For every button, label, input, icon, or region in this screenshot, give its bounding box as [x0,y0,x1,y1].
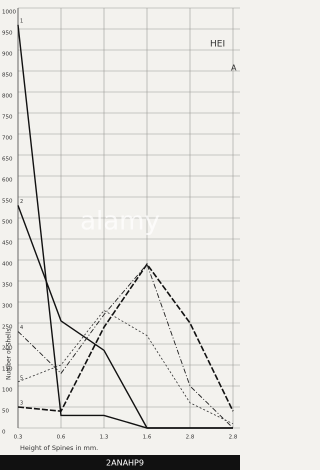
y-tick-label: 600 [2,178,13,184]
page: {"chart_data": {"type": "line", "title":… [0,7,240,470]
x-tick-label: 0.6 [57,435,66,441]
y-tick-label: 50 [2,409,9,415]
y-tick-label: 350 [2,283,13,289]
y-tick-label: 500 [2,220,13,226]
x-tick-label: 1.6 [143,435,152,441]
image-id: 2ANAHP9 [106,459,144,468]
y-tick-label: 950 [2,31,13,37]
y-tick-label: 100 [2,388,13,394]
chart: HEI A Height of Spines in mm. Number of … [0,7,240,470]
y-tick-label: 200 [2,346,13,352]
watermark: alamy [80,207,160,237]
series-label: 3 [20,401,23,407]
y-tick-label: 1000 [2,10,16,16]
y-tick-label: 450 [2,241,13,247]
y-tick-label: 800 [2,94,13,100]
series-label: 5 [20,375,23,381]
y-tick-label: 400 [2,262,13,268]
y-tick-label: 0 [2,430,6,436]
series-line [17,309,234,425]
y-tick-label: 300 [2,304,13,310]
chart-title: HEI [210,40,225,50]
y-tick-label: 750 [2,115,13,121]
y-tick-label: 550 [2,199,13,205]
x-axis-label: Height of Spines in mm. [20,444,98,452]
y-tick-label: 650 [2,157,13,163]
y-tick-label: 900 [2,52,13,58]
y-axis-label: Number of Shells. [6,327,13,380]
x-tick-label: 0.3 [14,435,23,441]
x-tick-label: 1.3 [100,435,109,441]
y-tick-label: 150 [2,367,13,373]
x-tick-label: 2.8 [186,435,195,441]
y-tick-label: 250 [2,325,13,331]
series-line [17,263,234,429]
x-tick-label: 2.8 [229,435,238,441]
series-line [17,262,234,413]
y-tick-label: 700 [2,136,13,142]
series-label: 2 [20,199,23,205]
footer-band [0,455,240,470]
series-label: 4 [20,325,23,331]
series-label: 1 [20,18,23,24]
chart-subtitle: A [231,64,237,73]
series-line [17,205,233,429]
y-tick-label: 850 [2,73,13,79]
